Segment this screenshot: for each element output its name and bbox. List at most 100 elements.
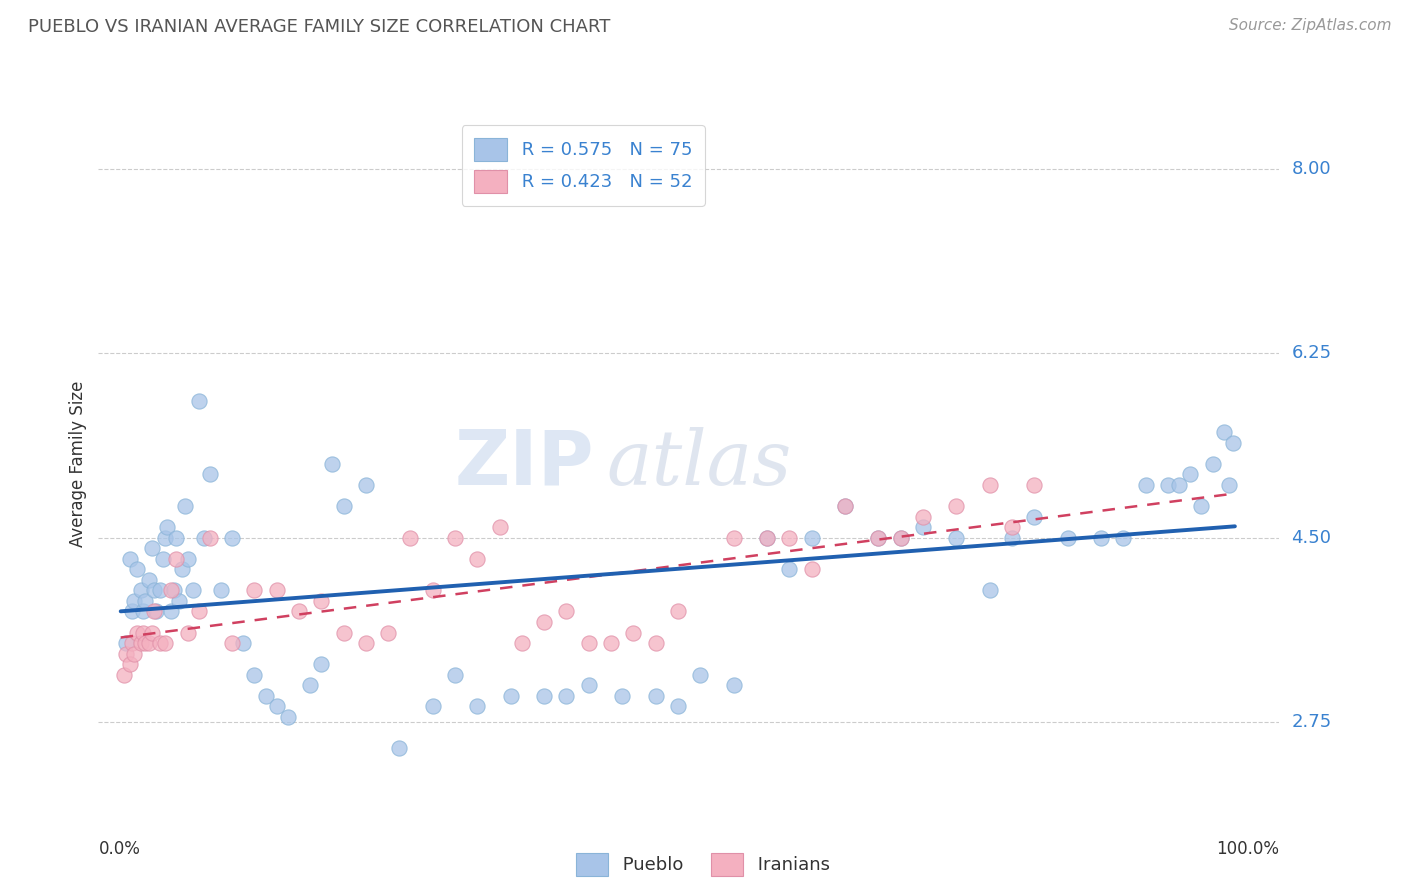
Point: [911, 509, 934, 524]
Point: [422, 699, 444, 714]
Point: [1090, 531, 1112, 545]
Point: [666, 699, 689, 714]
Point: [243, 583, 266, 598]
Point: [309, 594, 332, 608]
Point: [533, 615, 555, 629]
Point: [141, 625, 163, 640]
Text: PUEBLO VS IRANIAN AVERAGE FAMILY SIZE CORRELATION CHART: PUEBLO VS IRANIAN AVERAGE FAMILY SIZE CO…: [28, 18, 610, 36]
Point: [868, 531, 890, 545]
Point: [155, 636, 177, 650]
Point: [945, 531, 967, 545]
Point: [181, 583, 204, 598]
Point: [118, 657, 141, 672]
Point: [610, 689, 633, 703]
Point: [122, 594, 145, 608]
Point: [444, 531, 467, 545]
Point: [143, 604, 166, 618]
Point: [1212, 425, 1234, 440]
Point: [187, 393, 209, 408]
Legend:  Pueblo,  Iranians: Pueblo, Iranians: [568, 846, 838, 883]
Point: [149, 636, 172, 650]
Point: [155, 531, 177, 545]
Legend:  R = 0.575   N = 75,  R = 0.423   N = 52: R = 0.575 N = 75, R = 0.423 N = 52: [461, 125, 704, 206]
Point: [979, 478, 1001, 492]
Point: [149, 583, 172, 598]
Point: [578, 678, 600, 692]
Point: [143, 583, 166, 598]
Point: [127, 562, 149, 576]
Point: [422, 583, 444, 598]
Point: [165, 531, 187, 545]
Text: 6.25: 6.25: [1291, 344, 1331, 362]
Point: [1218, 478, 1240, 492]
Point: [115, 636, 138, 650]
Point: [911, 520, 934, 534]
Text: atlas: atlas: [606, 427, 792, 500]
Point: [193, 531, 215, 545]
Point: [510, 636, 533, 650]
Point: [243, 667, 266, 681]
Point: [134, 594, 156, 608]
Point: [112, 667, 135, 681]
Point: [890, 531, 912, 545]
Point: [132, 604, 155, 618]
Point: [332, 625, 354, 640]
Point: [132, 625, 155, 640]
Point: [644, 689, 666, 703]
Point: [176, 551, 198, 566]
Point: [1191, 499, 1213, 513]
Point: [578, 636, 600, 650]
Point: [800, 531, 823, 545]
Point: [156, 520, 179, 534]
Point: [621, 625, 644, 640]
Text: 4.50: 4.50: [1291, 529, 1331, 547]
Point: [644, 636, 666, 650]
Point: [1135, 478, 1157, 492]
Point: [221, 636, 243, 650]
Text: Source: ZipAtlas.com: Source: ZipAtlas.com: [1229, 18, 1392, 33]
Point: [187, 604, 209, 618]
Point: [1024, 478, 1046, 492]
Point: [160, 583, 183, 598]
Point: [1024, 509, 1046, 524]
Point: [332, 499, 354, 513]
Point: [834, 499, 856, 513]
Point: [176, 625, 198, 640]
Point: [232, 636, 254, 650]
Point: [165, 551, 187, 566]
Point: [167, 594, 190, 608]
Point: [399, 531, 422, 545]
Point: [141, 541, 163, 556]
Point: [755, 531, 778, 545]
Point: [198, 467, 221, 482]
Y-axis label: Average Family Size: Average Family Size: [69, 381, 87, 547]
Point: [170, 562, 193, 576]
Point: [198, 531, 221, 545]
Point: [1001, 520, 1024, 534]
Point: [221, 531, 243, 545]
Point: [533, 689, 555, 703]
Point: [129, 583, 152, 598]
Point: [299, 678, 322, 692]
Point: [354, 478, 377, 492]
Point: [138, 573, 160, 587]
Point: [138, 636, 160, 650]
Point: [121, 636, 143, 650]
Point: [388, 741, 411, 756]
Text: ZIP: ZIP: [456, 427, 595, 500]
Point: [723, 678, 745, 692]
Point: [152, 551, 174, 566]
Point: [288, 604, 311, 618]
Point: [377, 625, 399, 640]
Point: [444, 667, 467, 681]
Point: [145, 604, 167, 618]
Text: 2.75: 2.75: [1291, 713, 1331, 731]
Point: [465, 699, 488, 714]
Point: [115, 647, 138, 661]
Point: [1056, 531, 1078, 545]
Point: [1157, 478, 1180, 492]
Point: [129, 636, 152, 650]
Point: [755, 531, 778, 545]
Point: [723, 531, 745, 545]
Point: [163, 583, 186, 598]
